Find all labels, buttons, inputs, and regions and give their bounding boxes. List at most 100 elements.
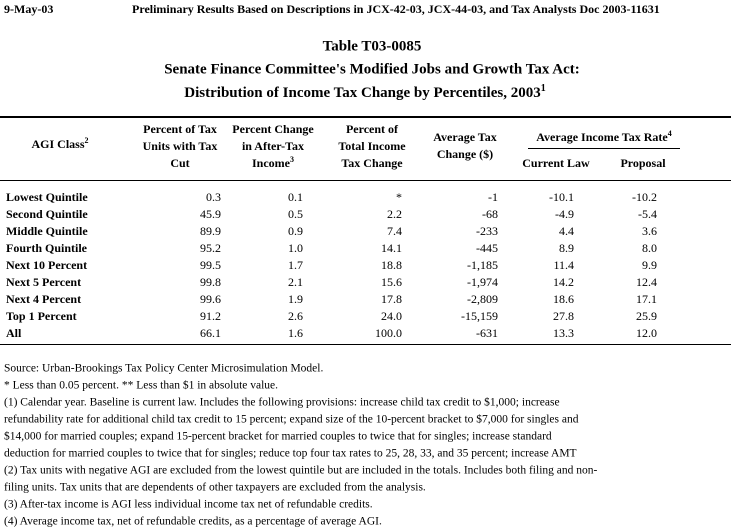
cell: 24.0 [381,309,402,323]
cell: 99.6 [200,292,221,306]
cell: -1,185 [467,258,498,272]
cell: 99.8 [200,275,221,289]
column-header: in After-Tax [242,139,304,153]
row-label: Next 10 Percent [6,258,87,272]
cell: 100.0 [375,326,402,340]
cell: 27.8 [553,309,574,323]
column-header: Change ($) [437,147,493,161]
column-header: Proposal [620,156,666,170]
footnote: (4) Average income tax, net of refundabl… [4,516,382,528]
header-text: Percent Change [232,122,314,136]
cell: -1 [488,190,498,204]
row-label: All [6,326,22,340]
footnote: (1) Calendar year. Baseline is current l… [4,396,560,409]
footnote: refundability rate for additional child … [4,413,579,426]
footnote: $14,000 for married couples; expand 15-p… [4,430,552,443]
header-text: Percent of Tax [143,122,217,136]
cell: 17.8 [381,292,402,306]
cell: 0.1 [288,190,303,204]
header-text: Cut [170,156,189,170]
cell: 12.0 [636,326,657,340]
cell: 0.5 [288,207,303,221]
cell: 0.3 [206,190,221,204]
rule [0,180,731,181]
cell: 15.6 [381,275,402,289]
cell: -1,974 [467,275,498,289]
group-header: Average Income Tax Rate4 [536,129,671,144]
header-text: Total Income [338,139,406,153]
cell: 18.8 [381,258,402,272]
header-text: Change ($) [437,147,493,161]
column-header: Percent of [346,122,399,136]
header-text: AGI Class [31,137,84,151]
column-header: Average Tax [433,130,496,144]
cell: 3.6 [642,224,657,238]
cell: 2.2 [387,207,402,221]
row-label: Next 4 Percent [6,292,81,306]
footnote: (2) Tax units with negative AGI are excl… [4,465,597,477]
rule [0,116,731,118]
row-label: Second Quintile [6,207,88,221]
cell: 8.9 [559,241,574,255]
cell: -631 [476,326,498,340]
cell: 45.9 [200,207,221,221]
rule [0,344,731,345]
cell: -15,159 [461,309,498,323]
column-header: AGI Class2 [31,136,88,151]
cell: 25.9 [636,309,657,323]
group-rule [528,148,680,149]
header-text: Percent of [346,122,399,136]
cell: 13.3 [553,326,574,340]
cell: 12.4 [636,275,657,289]
row-label: Middle Quintile [6,224,88,238]
cell: 2.1 [288,275,303,289]
cell: 18.6 [553,292,574,306]
group-superscript: 4 [668,129,672,138]
cell: -68 [482,207,498,221]
cell: -4.9 [555,207,574,221]
column-header: Income3 [252,155,294,170]
cell: 0.9 [288,224,303,238]
cell: 14.1 [381,241,402,255]
column-header: Current Law [522,156,590,170]
date: 9-May-03 [4,2,53,16]
footnote: filing units. Tax units that are depende… [4,482,426,494]
row-label: Next 5 Percent [6,275,81,289]
footnote: Source: Urban-Brookings Tax Policy Cente… [4,363,323,375]
header-superscript: 2 [85,136,89,145]
header-text: Income [252,156,291,170]
cell: 2.6 [288,309,303,323]
cell: 1.6 [288,326,303,340]
header-text: Average Tax [433,130,496,144]
cell: 95.2 [200,241,221,255]
row-label: Top 1 Percent [6,309,77,323]
title-superscript: 1 [541,83,546,94]
cell: 1.0 [288,241,303,255]
cell: 1.7 [288,258,303,272]
title-line: Table T03-0085 [323,38,422,54]
footnote: * Less than 0.05 percent. ** Less than $… [4,379,278,392]
header-text: Units with Tax [143,139,218,153]
cell: 8.0 [642,241,657,255]
title-line: Distribution of Income Tax Change by Per… [184,83,545,101]
title-line: Senate Finance Committee's Modified Jobs… [164,61,580,77]
cell: 14.2 [553,275,574,289]
cell: 89.9 [200,224,221,238]
cell: 91.2 [200,309,221,323]
row-label: Fourth Quintile [6,241,88,255]
cell: * [396,190,402,204]
cell: 17.1 [636,292,657,306]
footnote: (3) After-tax income is AGI less individ… [4,499,373,511]
cell: -10.1 [549,190,574,204]
group-label: Average Income Tax Rate [536,130,668,144]
cell: -2,809 [467,292,498,306]
title-text: Distribution of Income Tax Change by Per… [184,85,540,101]
column-header: Cut [170,156,189,170]
column-header: Percent Change [232,122,314,136]
cell: 1.9 [288,292,303,306]
column-header: Tax Change [341,156,403,170]
cell: 4.4 [559,224,574,238]
footnote: deduction for married couples to twice t… [4,448,577,460]
